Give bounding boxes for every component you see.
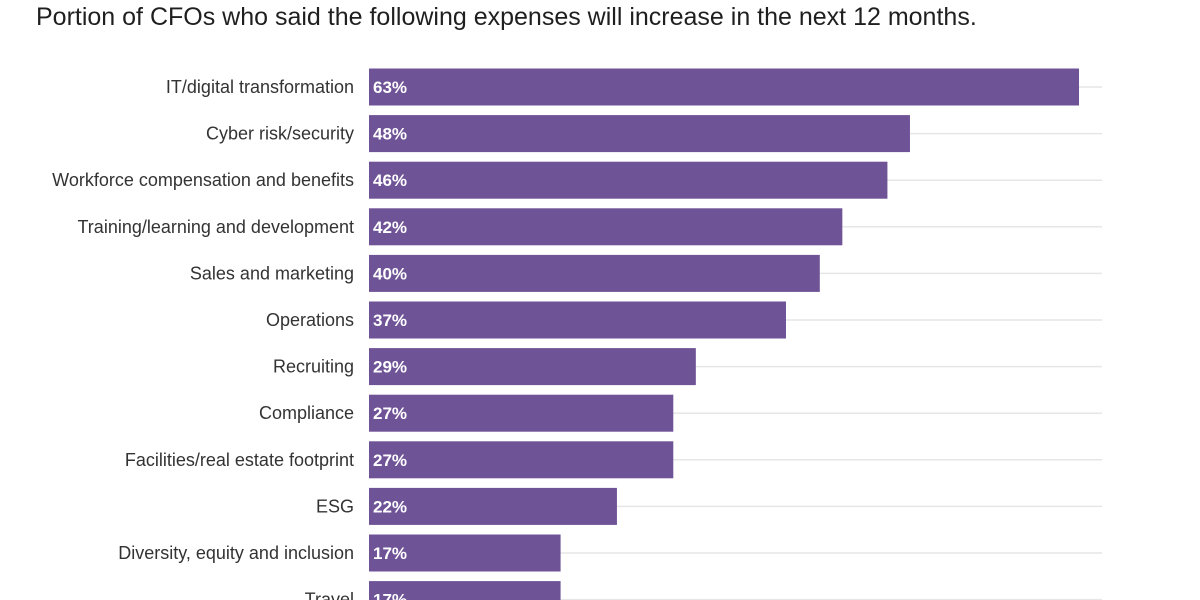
category-label: Workforce compensation and benefits: [52, 170, 354, 190]
bar-sales-and-marketing: [369, 254, 820, 292]
value-label: 48%: [373, 125, 407, 144]
bar-workforce-compensation-and-benefits: [369, 161, 888, 199]
category-label: Facilities/real estate footprint: [125, 450, 354, 470]
category-label: Operations: [266, 310, 354, 330]
category-label: Cyber risk/security: [206, 124, 354, 144]
chart-title: Portion of CFOs who said the following e…: [36, 3, 977, 31]
value-label: 40%: [373, 264, 407, 283]
category-label: Sales and marketing: [190, 263, 354, 283]
category-label: Compliance: [259, 403, 354, 423]
value-label: 27%: [373, 404, 407, 423]
category-label: Recruiting: [273, 357, 354, 377]
bar-recruiting: [369, 348, 696, 386]
value-label: 27%: [373, 451, 407, 470]
bar-operations: [369, 301, 786, 339]
bar-training-learning-and-development: [369, 208, 843, 246]
category-label: Training/learning and development: [77, 217, 354, 237]
value-label: 63%: [373, 78, 407, 97]
bar-diversity-equity-and-inclusion: [369, 534, 561, 572]
bar-travel: [369, 581, 561, 600]
value-labels: 63% 48% 46% 42% 40% 37% 29% 27% 27% 22% 17% 17%: [373, 78, 407, 600]
bars: [369, 68, 1080, 600]
value-label: 17%: [373, 544, 407, 563]
bar-esg: [369, 487, 617, 525]
bar-compliance: [369, 394, 674, 432]
value-label: 29%: [373, 358, 407, 377]
category-labels: IT/digital transformation Cyber risk/secu…: [52, 77, 354, 600]
value-label: 22%: [373, 497, 407, 516]
bar-it-digital-transformation: [369, 68, 1080, 106]
value-label: 37%: [373, 311, 407, 330]
value-label: 42%: [373, 218, 407, 237]
value-label: 17%: [373, 591, 407, 600]
value-label: 46%: [373, 171, 407, 190]
bar-facilities-real-estate-footprint: [369, 441, 674, 479]
bar-cyber-risk-security: [369, 115, 910, 153]
category-label: Travel: [305, 590, 354, 600]
category-label: IT/digital transformation: [166, 77, 354, 97]
category-label: ESG: [316, 496, 354, 516]
category-label: Diversity, equity and inclusion: [118, 543, 354, 563]
